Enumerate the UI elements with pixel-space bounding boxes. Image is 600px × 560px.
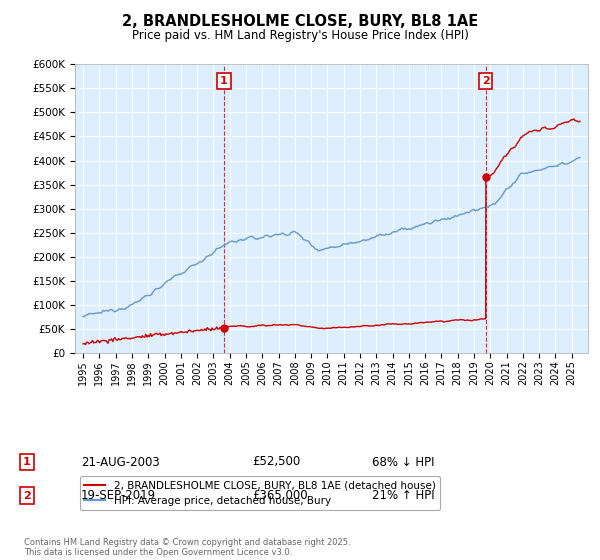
Text: £365,000: £365,000: [252, 489, 308, 502]
Text: 2: 2: [23, 491, 31, 501]
Legend: 2, BRANDLESHOLME CLOSE, BURY, BL8 1AE (detached house), HPI: Average price, deta: 2, BRANDLESHOLME CLOSE, BURY, BL8 1AE (d…: [80, 476, 440, 510]
Text: 68% ↓ HPI: 68% ↓ HPI: [372, 455, 434, 469]
Text: Price paid vs. HM Land Registry's House Price Index (HPI): Price paid vs. HM Land Registry's House …: [131, 29, 469, 42]
Text: 2: 2: [482, 76, 490, 86]
Text: 21% ↑ HPI: 21% ↑ HPI: [372, 489, 434, 502]
Text: 2, BRANDLESHOLME CLOSE, BURY, BL8 1AE: 2, BRANDLESHOLME CLOSE, BURY, BL8 1AE: [122, 14, 478, 29]
Text: 1: 1: [220, 76, 228, 86]
Text: 1: 1: [23, 457, 31, 467]
Text: £52,500: £52,500: [252, 455, 300, 469]
Text: Contains HM Land Registry data © Crown copyright and database right 2025.
This d: Contains HM Land Registry data © Crown c…: [24, 538, 350, 557]
Text: 21-AUG-2003: 21-AUG-2003: [81, 455, 160, 469]
Text: 19-SEP-2019: 19-SEP-2019: [81, 489, 156, 502]
